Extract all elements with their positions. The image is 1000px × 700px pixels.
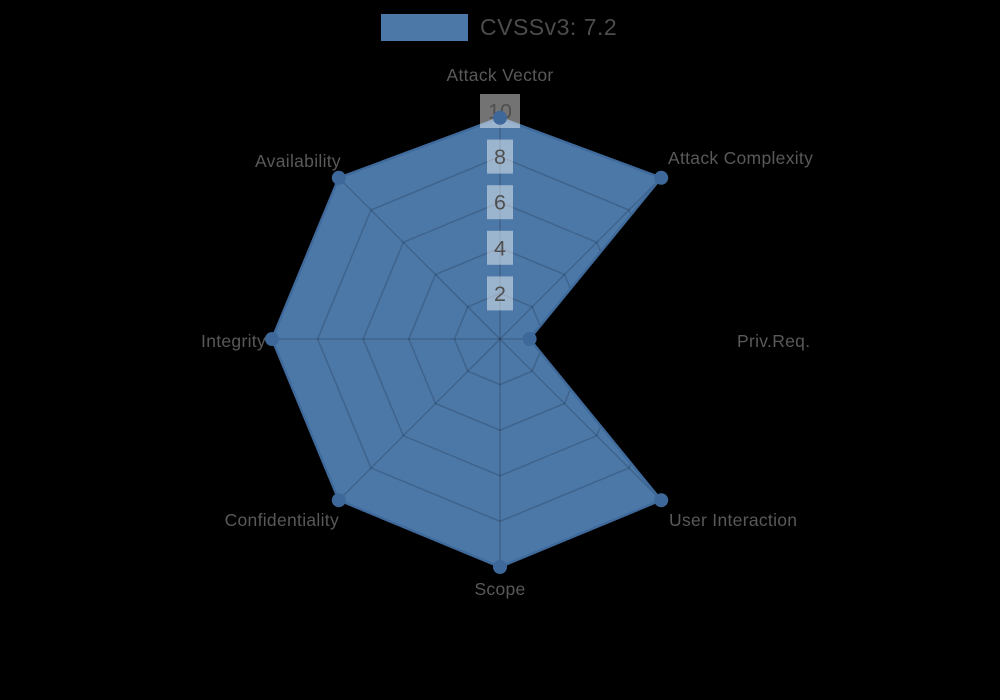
grid-spoke bbox=[499, 338, 662, 501]
legend-swatch bbox=[381, 14, 468, 41]
radial-tick-label: 4 bbox=[494, 236, 506, 260]
radial-tick-label: 2 bbox=[494, 282, 506, 306]
radial-tick-box bbox=[487, 276, 513, 311]
radial-tick-label: 6 bbox=[494, 191, 506, 215]
axis-label: Scope bbox=[474, 579, 525, 599]
series-marker bbox=[493, 560, 507, 574]
axis-label: Availability bbox=[255, 151, 341, 171]
radial-tick-label: 8 bbox=[494, 145, 506, 169]
radial-tick-box bbox=[487, 185, 513, 220]
series-marker bbox=[493, 110, 507, 125]
grid-spoke bbox=[338, 177, 501, 340]
legend-label: CVSSv3: 7.2 bbox=[480, 14, 618, 40]
series-area bbox=[272, 117, 662, 568]
grid-ring bbox=[453, 292, 547, 386]
radial-tick-box bbox=[487, 230, 513, 265]
series-marker bbox=[331, 170, 346, 185]
axis-label: Confidentiality bbox=[225, 510, 339, 530]
grid-spoke bbox=[338, 338, 501, 501]
axis-label: User Interaction bbox=[669, 510, 797, 530]
series-marker bbox=[654, 170, 669, 185]
chart-legend: CVSSv3: 7.2 bbox=[381, 14, 617, 41]
radial-tick-box bbox=[487, 139, 513, 174]
series-marker bbox=[522, 332, 537, 346]
grid-spoke bbox=[499, 177, 662, 340]
axis-label: Integrity bbox=[201, 331, 266, 351]
axis-label: Priv.Req. bbox=[737, 331, 810, 351]
axis-label: Attack Complexity bbox=[668, 148, 813, 168]
series-marker bbox=[654, 493, 669, 508]
series-marker bbox=[265, 332, 279, 346]
series-marker bbox=[331, 493, 346, 508]
axis-label: Attack Vector bbox=[446, 65, 553, 85]
